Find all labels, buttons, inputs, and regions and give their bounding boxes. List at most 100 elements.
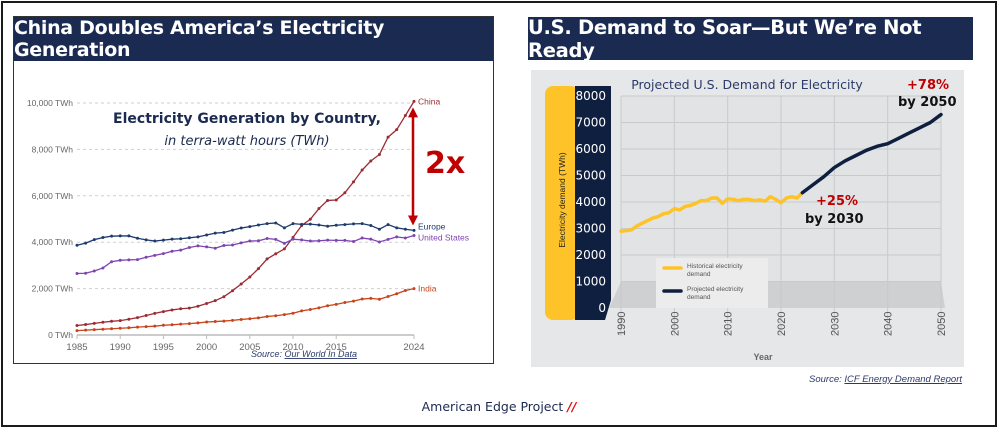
- data-point: [101, 320, 105, 324]
- right-panel-title: U.S. Demand to Soar—But We’re Not Ready: [528, 16, 973, 62]
- series-label: Europe: [418, 221, 446, 231]
- data-point: [317, 223, 321, 227]
- data-point: [239, 282, 243, 286]
- data-point: [170, 249, 174, 253]
- series-line-europe: [76, 222, 415, 246]
- data-point: [161, 238, 165, 242]
- data-point: [205, 301, 209, 305]
- data-point: [205, 233, 209, 237]
- left-panel-title: China Doubles America’s Electricity Gene…: [14, 17, 493, 61]
- data-point: [75, 243, 79, 247]
- data-point: [213, 299, 217, 303]
- data-point: [317, 239, 321, 243]
- data-point: [84, 328, 88, 332]
- data-point: [377, 240, 381, 244]
- data-point: [144, 238, 148, 242]
- data-point: [412, 233, 416, 237]
- data-point: [170, 237, 174, 241]
- y-tick-label: 4,000 TWh: [32, 237, 74, 247]
- data-point: [170, 308, 174, 312]
- data-point: [118, 326, 122, 330]
- data-point: [231, 318, 235, 322]
- chart-title: Electricity Generation by Country,: [113, 111, 381, 127]
- data-point: [135, 236, 139, 240]
- data-point: [360, 168, 364, 172]
- legend-label: Projected electricity: [687, 286, 744, 293]
- data-point: [92, 328, 96, 332]
- data-point: [291, 222, 295, 226]
- callout-2050-label: by 2050: [898, 95, 957, 110]
- data-point: [369, 223, 373, 227]
- x-tick-label: 2024: [403, 342, 424, 353]
- x-tick-label: 2000: [669, 312, 681, 336]
- data-point: [308, 307, 312, 311]
- data-point: [118, 234, 122, 238]
- data-point: [308, 217, 312, 221]
- callout-2050-percent: +78%: [907, 78, 949, 93]
- data-point: [75, 323, 79, 327]
- data-point: [352, 180, 356, 184]
- data-point: [300, 309, 304, 313]
- y-tick-label: 2,000 TWh: [32, 284, 74, 294]
- left-source-prefix: Source:: [251, 349, 285, 359]
- data-point: [360, 222, 364, 226]
- right-source-link[interactable]: ICF Energy Demand Report: [844, 374, 962, 385]
- data-point: [317, 207, 321, 211]
- left-panel-card: China Doubles America’s Electricity Gene…: [13, 16, 494, 364]
- y-tick-label: 8,000 TWh: [32, 144, 74, 154]
- data-point: [395, 128, 399, 132]
- data-point: [239, 241, 243, 245]
- data-point: [248, 239, 252, 243]
- data-point: [213, 246, 217, 250]
- historical-demand-line: [619, 190, 805, 233]
- y-tick-label: 10,000 TWh: [27, 98, 73, 108]
- data-point: [248, 225, 252, 229]
- data-point: [343, 223, 347, 227]
- y-tick-label: 0 TWh: [48, 330, 73, 340]
- generation-chart: 0 TWh 2,000 TWh 4,000 TWh 6,000 TWh 8,000 TW…: [27, 96, 469, 359]
- data-point: [127, 317, 131, 321]
- data-point: [110, 327, 114, 331]
- data-point: [326, 238, 330, 242]
- projected-demand-line: [800, 112, 943, 195]
- x-tick-label: 1990: [616, 312, 628, 336]
- data-point: [118, 258, 122, 262]
- data-point: [334, 238, 338, 242]
- data-point: [352, 222, 356, 226]
- data-point: [161, 323, 165, 327]
- chart-title: Projected U.S. Demand for Electricity: [631, 77, 863, 92]
- data-point: [412, 287, 416, 291]
- left-source-link[interactable]: Our World In Data: [285, 349, 358, 359]
- data-point: [179, 322, 183, 326]
- data-point: [334, 302, 338, 306]
- footer: American Edge Project //: [0, 399, 998, 414]
- data-point: [110, 234, 114, 238]
- series-line-united-states: [76, 234, 415, 275]
- data-point: [75, 272, 79, 276]
- data-point: [213, 320, 217, 324]
- y-tick-label: 2000: [575, 248, 606, 262]
- data-point: [300, 238, 304, 242]
- y-axis-strip: [575, 86, 611, 320]
- x-tick-label: 2010: [282, 342, 303, 353]
- data-point: [377, 153, 381, 157]
- data-point: [265, 236, 269, 240]
- data-point: [187, 306, 191, 310]
- series-label: India: [418, 284, 437, 294]
- data-point: [144, 325, 148, 329]
- data-point: [248, 275, 252, 279]
- x-tick-label: 2030: [829, 312, 841, 336]
- data-point: [265, 257, 269, 261]
- arrow-down-icon: [408, 215, 418, 226]
- data-point: [256, 267, 260, 271]
- data-point: [369, 237, 373, 241]
- demand-chart: 1990 2000 2010 2020 2030 2040 2050 Electricity …: [545, 77, 957, 362]
- data-point: [153, 311, 157, 315]
- data-point: [92, 269, 96, 273]
- x-tick-label: 2015: [326, 342, 347, 353]
- x-tick-label: 2010: [723, 312, 735, 336]
- data-point: [153, 253, 157, 257]
- data-point: [187, 322, 191, 326]
- data-point: [110, 260, 114, 264]
